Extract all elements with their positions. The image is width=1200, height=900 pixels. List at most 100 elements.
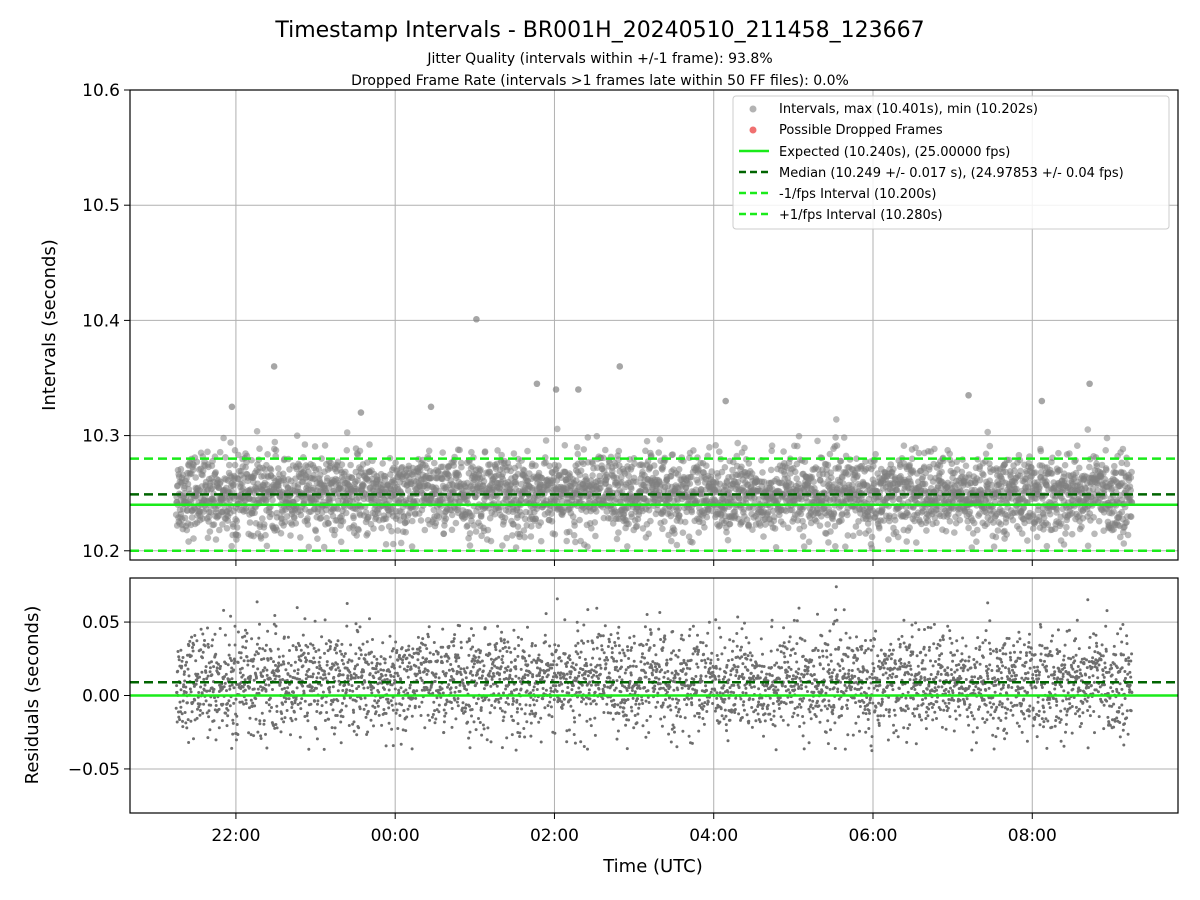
interval-point	[810, 478, 817, 486]
residual-point	[245, 639, 248, 643]
residual-point	[191, 700, 195, 704]
residual-point	[195, 716, 199, 720]
residual-point	[247, 731, 251, 735]
residual-point	[386, 697, 390, 701]
residual-point	[373, 699, 377, 703]
residual-point	[311, 643, 315, 647]
residual-point	[194, 682, 198, 686]
interval-point	[1060, 541, 1068, 548]
residual-point	[176, 650, 180, 653]
residual-point	[280, 717, 284, 721]
interval-point	[1031, 469, 1039, 476]
residual-point	[341, 701, 344, 705]
residual-point	[184, 721, 188, 725]
residual-point	[268, 709, 272, 713]
interval-point	[480, 478, 488, 485]
interval-point	[521, 515, 529, 523]
residual-point	[340, 652, 344, 656]
residual-point	[377, 699, 380, 703]
residual-point	[290, 719, 294, 723]
residual-point	[224, 711, 228, 715]
residual-point	[189, 654, 193, 658]
interval-point	[512, 544, 520, 551]
interval-point	[615, 529, 622, 536]
interval-point	[192, 474, 199, 481]
interval-point	[366, 441, 373, 448]
residual-point	[263, 666, 267, 670]
interval-point	[452, 519, 460, 527]
interval-point	[325, 520, 332, 527]
residual-point	[320, 704, 324, 708]
interval-point	[686, 480, 694, 488]
residual-point	[342, 662, 345, 666]
residual-point	[258, 719, 262, 723]
residual-point	[232, 668, 236, 672]
residual-point	[354, 622, 358, 626]
residual-point	[244, 646, 248, 650]
interval-point	[503, 534, 511, 542]
residual-point	[285, 709, 289, 712]
interval-point	[315, 465, 323, 473]
residual-point	[323, 670, 326, 673]
interval-point	[1053, 506, 1060, 513]
residual-point	[367, 662, 370, 666]
residual-point	[333, 726, 337, 730]
interval-point	[403, 518, 411, 525]
residual-point	[372, 724, 375, 728]
interval-point	[903, 538, 910, 545]
interval-point	[234, 532, 242, 539]
residual-point	[185, 701, 189, 705]
interval-point	[239, 480, 246, 487]
interval-point	[177, 510, 185, 518]
residual-point	[213, 632, 217, 636]
interval-point	[233, 524, 241, 531]
residual-point	[276, 647, 280, 651]
residual-point	[325, 660, 329, 664]
residual-point	[293, 660, 297, 664]
interval-point	[1078, 523, 1085, 530]
residual-point	[227, 678, 231, 682]
interval-point	[343, 447, 351, 454]
residual-point	[208, 670, 212, 674]
interval-point	[484, 526, 492, 534]
residual-point	[254, 697, 258, 701]
interval-point	[204, 448, 211, 456]
residual-point	[178, 718, 182, 722]
residual-point	[313, 660, 317, 664]
residual-point	[298, 735, 302, 739]
residual-point	[259, 734, 263, 738]
interval-point	[865, 527, 873, 534]
residual-point	[295, 606, 299, 610]
interval-point	[421, 526, 429, 534]
interval-point	[189, 466, 197, 474]
top-y-tick-label: 10.6	[82, 81, 120, 101]
residual-point	[306, 652, 310, 655]
residual-point	[296, 668, 300, 672]
interval-point	[520, 527, 528, 534]
interval-point	[435, 514, 443, 521]
interval-point	[478, 510, 485, 518]
interval-point	[478, 532, 485, 540]
residual-point	[299, 659, 303, 663]
residual-point	[381, 641, 385, 645]
residual-point	[238, 671, 242, 675]
residual-point	[265, 673, 269, 677]
interval-point	[466, 530, 474, 537]
residual-point	[223, 681, 227, 685]
interval-point	[745, 460, 753, 467]
residual-point	[218, 627, 222, 630]
residual-point	[323, 719, 327, 722]
residual-point	[206, 674, 210, 678]
residual-point	[366, 709, 370, 713]
residual-point	[200, 670, 204, 674]
interval-point	[624, 543, 631, 550]
residual-point	[262, 722, 266, 726]
residual-point	[341, 715, 345, 719]
interval-point	[417, 466, 424, 474]
residual-point	[392, 675, 396, 679]
residual-point	[388, 670, 392, 674]
residual-point	[206, 626, 209, 630]
interval-point	[965, 524, 972, 532]
residual-point	[324, 676, 328, 680]
residual-point	[388, 655, 392, 659]
